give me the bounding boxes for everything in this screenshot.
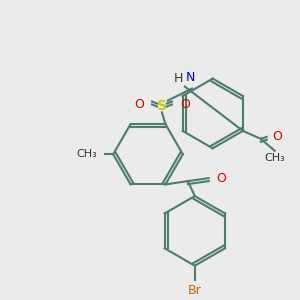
Text: S: S [157, 100, 167, 113]
Text: H: H [173, 72, 183, 85]
Text: O: O [180, 98, 190, 111]
Text: N: N [186, 70, 195, 84]
Text: O: O [134, 98, 144, 111]
Text: CH₃: CH₃ [76, 149, 97, 159]
Text: CH₃: CH₃ [264, 153, 285, 163]
Text: Br: Br [188, 284, 202, 297]
Text: O: O [273, 130, 283, 143]
Text: O: O [217, 172, 226, 184]
